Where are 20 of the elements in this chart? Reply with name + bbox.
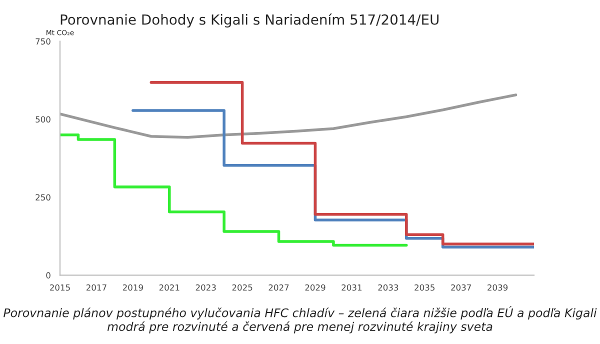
x-tick-label: 2037 [451,284,471,291]
text: Porovnanie plánov postupného vylučovania HFC chladív – zelená čiara nižšie podľa EÚ a podľa Kigali modrá pre rozvinuté a červená pre menej rozvinuté krajiny sveta [4,306,597,334]
x-tick-label: 2039 [488,284,508,291]
x-tick-label: 2033 [378,284,398,291]
x-tick-label: 2021 [159,284,180,291]
x-tick-label: 2019 [122,284,143,291]
y-tick-label: 750 [36,38,50,45]
x-tick-label: 2025 [232,284,252,291]
x-tick-label: 2029 [305,284,326,291]
x-tick-label: 2015 [50,284,70,291]
x-tick-label: 2027 [268,284,289,291]
chart-title: Porovnanie Dohody s Kigali s Nariadením 517/2014/EU [60,14,438,28]
x-tick-label: 2017 [86,284,106,291]
x-tick-label: 2031 [342,284,362,291]
y-tick-label: 0 [46,272,50,278]
x-tick-label: 2035 [414,284,434,291]
line-series [60,94,518,139]
y-tick-label: 500 [36,116,50,123]
x-tick-label: 2023 [196,284,216,291]
y-tick-label: 250 [36,194,50,201]
